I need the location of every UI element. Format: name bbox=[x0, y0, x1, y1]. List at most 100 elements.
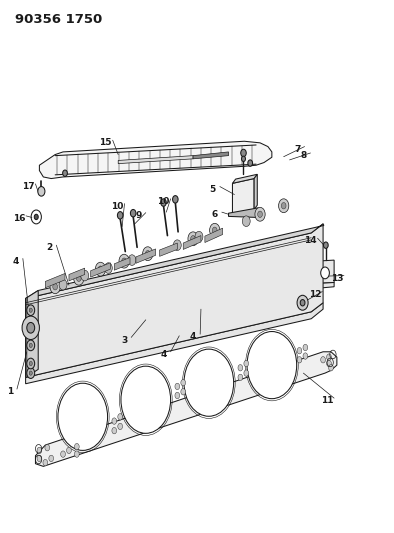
Circle shape bbox=[300, 300, 305, 306]
Circle shape bbox=[321, 357, 325, 363]
Circle shape bbox=[297, 357, 302, 363]
Circle shape bbox=[61, 451, 65, 457]
Circle shape bbox=[98, 266, 103, 272]
Circle shape bbox=[321, 267, 329, 279]
Circle shape bbox=[122, 258, 126, 264]
Polygon shape bbox=[35, 352, 337, 466]
Circle shape bbox=[67, 447, 71, 454]
Text: 12: 12 bbox=[309, 290, 322, 298]
Polygon shape bbox=[114, 257, 130, 270]
Text: 10: 10 bbox=[111, 202, 124, 211]
Circle shape bbox=[323, 242, 328, 248]
Circle shape bbox=[195, 231, 203, 242]
Circle shape bbox=[22, 316, 39, 340]
Polygon shape bbox=[254, 174, 257, 209]
Polygon shape bbox=[193, 152, 229, 159]
Circle shape bbox=[81, 270, 89, 281]
Text: 10: 10 bbox=[157, 197, 170, 206]
Text: 5: 5 bbox=[210, 185, 216, 193]
Text: 3: 3 bbox=[121, 336, 127, 344]
Circle shape bbox=[95, 262, 106, 276]
Circle shape bbox=[112, 418, 117, 424]
Circle shape bbox=[175, 383, 180, 390]
Text: 15: 15 bbox=[99, 139, 112, 147]
Circle shape bbox=[37, 447, 42, 454]
Circle shape bbox=[258, 211, 262, 217]
Text: 13: 13 bbox=[331, 274, 343, 282]
Circle shape bbox=[184, 349, 234, 416]
Circle shape bbox=[27, 322, 35, 333]
Circle shape bbox=[29, 308, 32, 312]
Polygon shape bbox=[39, 141, 272, 179]
Circle shape bbox=[37, 455, 42, 462]
Text: 4: 4 bbox=[190, 333, 196, 341]
Circle shape bbox=[130, 209, 136, 217]
Text: 17: 17 bbox=[22, 182, 35, 191]
Circle shape bbox=[161, 199, 166, 206]
Text: 9: 9 bbox=[136, 211, 142, 220]
Text: 7: 7 bbox=[294, 145, 301, 154]
Polygon shape bbox=[183, 236, 201, 249]
Polygon shape bbox=[316, 282, 334, 288]
Circle shape bbox=[58, 383, 108, 450]
Circle shape bbox=[303, 353, 308, 359]
Circle shape bbox=[49, 455, 54, 462]
Circle shape bbox=[50, 280, 60, 294]
Circle shape bbox=[181, 389, 186, 395]
Polygon shape bbox=[160, 243, 177, 256]
Circle shape bbox=[74, 271, 84, 285]
Circle shape bbox=[188, 232, 198, 246]
Circle shape bbox=[63, 170, 67, 176]
Circle shape bbox=[45, 445, 50, 451]
Circle shape bbox=[27, 305, 35, 316]
Polygon shape bbox=[26, 298, 27, 377]
Circle shape bbox=[238, 365, 243, 371]
Circle shape bbox=[191, 236, 195, 242]
Circle shape bbox=[255, 207, 265, 221]
Circle shape bbox=[175, 392, 180, 399]
Text: 6: 6 bbox=[212, 211, 218, 219]
Circle shape bbox=[173, 196, 178, 203]
Circle shape bbox=[43, 459, 48, 466]
Circle shape bbox=[242, 156, 245, 161]
Circle shape bbox=[303, 344, 308, 351]
Circle shape bbox=[297, 348, 302, 354]
Polygon shape bbox=[69, 268, 85, 281]
Text: 14: 14 bbox=[304, 237, 317, 245]
Circle shape bbox=[329, 365, 333, 371]
Circle shape bbox=[38, 187, 45, 196]
Circle shape bbox=[238, 374, 243, 381]
Polygon shape bbox=[26, 224, 323, 377]
Text: 4: 4 bbox=[13, 257, 19, 265]
Polygon shape bbox=[205, 228, 223, 243]
Circle shape bbox=[27, 340, 35, 351]
Circle shape bbox=[121, 366, 171, 433]
Circle shape bbox=[74, 451, 79, 457]
Polygon shape bbox=[136, 249, 156, 263]
Polygon shape bbox=[316, 260, 334, 284]
Circle shape bbox=[29, 343, 32, 348]
Circle shape bbox=[76, 275, 81, 281]
Circle shape bbox=[143, 247, 153, 261]
Text: 2: 2 bbox=[46, 244, 52, 252]
Circle shape bbox=[279, 199, 289, 213]
Circle shape bbox=[34, 214, 38, 220]
Polygon shape bbox=[26, 303, 323, 384]
Polygon shape bbox=[229, 208, 261, 217]
Circle shape bbox=[74, 443, 79, 450]
Circle shape bbox=[119, 254, 129, 268]
Circle shape bbox=[128, 255, 136, 265]
Circle shape bbox=[297, 295, 308, 310]
Text: 90356 1750: 90356 1750 bbox=[15, 13, 102, 26]
Circle shape bbox=[118, 423, 123, 430]
Circle shape bbox=[27, 358, 35, 369]
Text: 1: 1 bbox=[7, 387, 13, 396]
Circle shape bbox=[281, 203, 286, 209]
Circle shape bbox=[181, 379, 186, 386]
Circle shape bbox=[327, 360, 331, 367]
Polygon shape bbox=[26, 224, 324, 298]
Circle shape bbox=[241, 149, 246, 157]
Polygon shape bbox=[45, 273, 65, 288]
Circle shape bbox=[210, 223, 220, 237]
Circle shape bbox=[248, 160, 253, 166]
